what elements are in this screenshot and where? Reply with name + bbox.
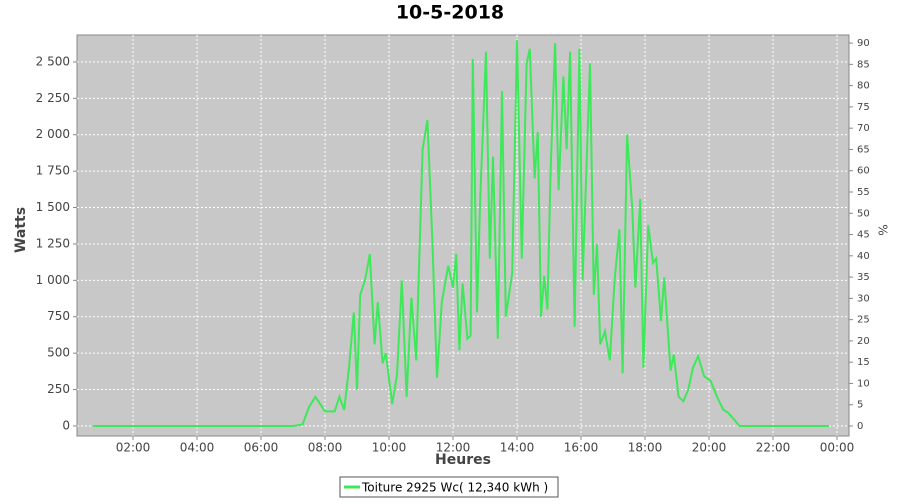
- y2-tick-label: 80: [857, 81, 870, 92]
- y2-tick-label: 20: [857, 336, 870, 347]
- y2-tick-label: 15: [857, 357, 870, 368]
- plot-area: [76, 34, 850, 437]
- x-tick-label: 10:00: [372, 441, 407, 455]
- x-tick-label: 16:00: [564, 441, 599, 455]
- x-tick-label: 00:00: [820, 441, 855, 455]
- y-tick-label: 2 000: [36, 127, 70, 141]
- x-tick-label: 04:00: [180, 441, 215, 455]
- y2-tick-label: 45: [857, 230, 870, 241]
- y2-axis-label: %: [876, 224, 890, 235]
- y-tick-label: 0: [62, 418, 70, 432]
- x-axis-label: Heures: [435, 452, 491, 468]
- y-tick-label: 1 750: [36, 164, 70, 178]
- line-series: [93, 40, 829, 427]
- y2-tick-label: 90: [857, 38, 870, 49]
- y2-tick-label: 30: [857, 293, 870, 304]
- y2-tick-label: 0: [857, 421, 863, 432]
- x-tick-label: 20:00: [692, 441, 727, 455]
- x-tick-label: 18:00: [628, 441, 663, 455]
- y2-tick-label: 50: [857, 208, 870, 219]
- y-tick-label: 1 000: [36, 273, 70, 287]
- legend-label: Toiture 2925 Wc( 12,340 kWh ): [361, 481, 548, 495]
- x-tick-label: 12:00: [436, 441, 471, 455]
- y-tick-label: 250: [47, 382, 70, 396]
- y2-tick-label: 25: [857, 315, 870, 326]
- y2-tick-label: 5: [857, 400, 863, 411]
- x-tick-label: 22:00: [756, 441, 791, 455]
- y-axis-label: Watts: [13, 207, 29, 253]
- y2-tick-label: 65: [857, 144, 870, 155]
- y-tick-label: 500: [47, 346, 70, 360]
- legend: [339, 476, 559, 498]
- y-tick-label: 2 500: [36, 54, 70, 68]
- y2-tick-label: 85: [857, 59, 870, 70]
- y2-tick-label: 35: [857, 272, 870, 283]
- y2-tick-label: 60: [857, 166, 870, 177]
- y2-tick-label: 40: [857, 251, 870, 262]
- x-tick-label: 14:00: [500, 441, 535, 455]
- x-tick-label: 06:00: [244, 441, 279, 455]
- y-tick-label: 1 250: [36, 236, 70, 250]
- x-tick-label: 02:00: [116, 441, 151, 455]
- y-tick-label: 1 500: [36, 200, 70, 214]
- chart-title: 10-5-2018: [396, 2, 504, 24]
- y2-tick-label: 70: [857, 123, 870, 134]
- y2-tick-label: 75: [857, 102, 870, 113]
- y2-tick-label: 10: [857, 378, 870, 389]
- y2-tick-label: 55: [857, 187, 870, 198]
- y-tick-label: 750: [47, 309, 70, 323]
- x-tick-label: 08:00: [308, 441, 343, 455]
- y-tick-label: 2 250: [36, 91, 70, 105]
